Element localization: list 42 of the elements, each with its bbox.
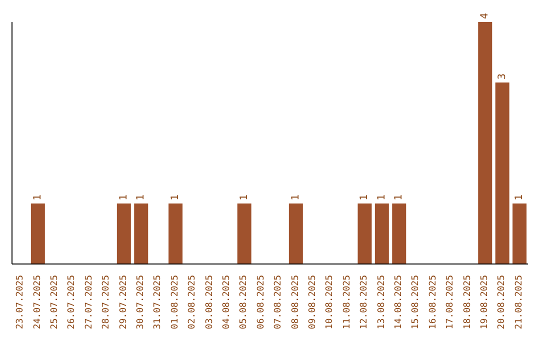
x-tick-label: 02.08.2025 <box>188 275 198 330</box>
data-label: 1 <box>290 194 302 200</box>
x-tick-label: 19.08.2025 <box>480 275 490 330</box>
data-label: 1 <box>136 194 147 200</box>
x-tick-label: 20.08.2025 <box>497 275 508 330</box>
x-tick-label: 01.08.2025 <box>170 275 180 330</box>
data-label: 1 <box>359 194 370 200</box>
x-tick-label: 06.08.2025 <box>256 275 266 330</box>
x-tick-label: 13.08.2025 <box>376 275 387 330</box>
data-label: 1 <box>170 194 182 200</box>
data-label: 1 <box>376 194 388 200</box>
x-tick-label: 25.07.2025 <box>50 275 60 330</box>
x-tick-label: 31.07.2025 <box>153 275 164 330</box>
x-tick-label: 14.08.2025 <box>394 275 404 330</box>
x-tick-label: 12.08.2025 <box>360 275 370 330</box>
x-tick-label: 26.07.2025 <box>67 275 78 330</box>
x-tick-label: 29.07.2025 <box>118 275 129 330</box>
data-label: 1 <box>514 194 526 200</box>
x-tick-label: 23.07.2025 <box>16 275 26 330</box>
data-label: 4 <box>480 12 491 19</box>
x-tick-label: 09.08.2025 <box>308 275 318 330</box>
data-label: 1 <box>118 194 130 200</box>
data-label: 1 <box>32 194 44 200</box>
x-tick-label: 05.08.2025 <box>239 275 250 330</box>
x-tick-label: 16.08.2025 <box>428 275 438 330</box>
x-tick-label: 27.07.2025 <box>84 275 94 330</box>
x-tick-label: 28.07.2025 <box>102 275 112 330</box>
x-tick-label: 04.08.2025 <box>222 275 232 330</box>
x-tick-label: 03.08.2025 <box>204 275 215 330</box>
data-label: 1 <box>394 194 405 200</box>
x-tick-label: 21.08.2025 <box>514 275 524 330</box>
data-label: 1 <box>238 194 250 200</box>
x-tick-label: 10.08.2025 <box>325 275 336 330</box>
x-tick-label: 17.08.2025 <box>446 275 456 330</box>
x-tick-label: 08.08.2025 <box>290 275 301 330</box>
x-tick-label: 11.08.2025 <box>342 275 352 330</box>
x-tick-label: 30.07.2025 <box>136 275 146 330</box>
x-tick-label: 07.08.2025 <box>274 275 284 330</box>
data-label: 3 <box>496 73 508 80</box>
x-tick-label: 18.08.2025 <box>462 275 473 330</box>
x-tick-label: 15.08.2025 <box>411 275 422 330</box>
x-tick-label: 24.07.2025 <box>32 275 43 330</box>
